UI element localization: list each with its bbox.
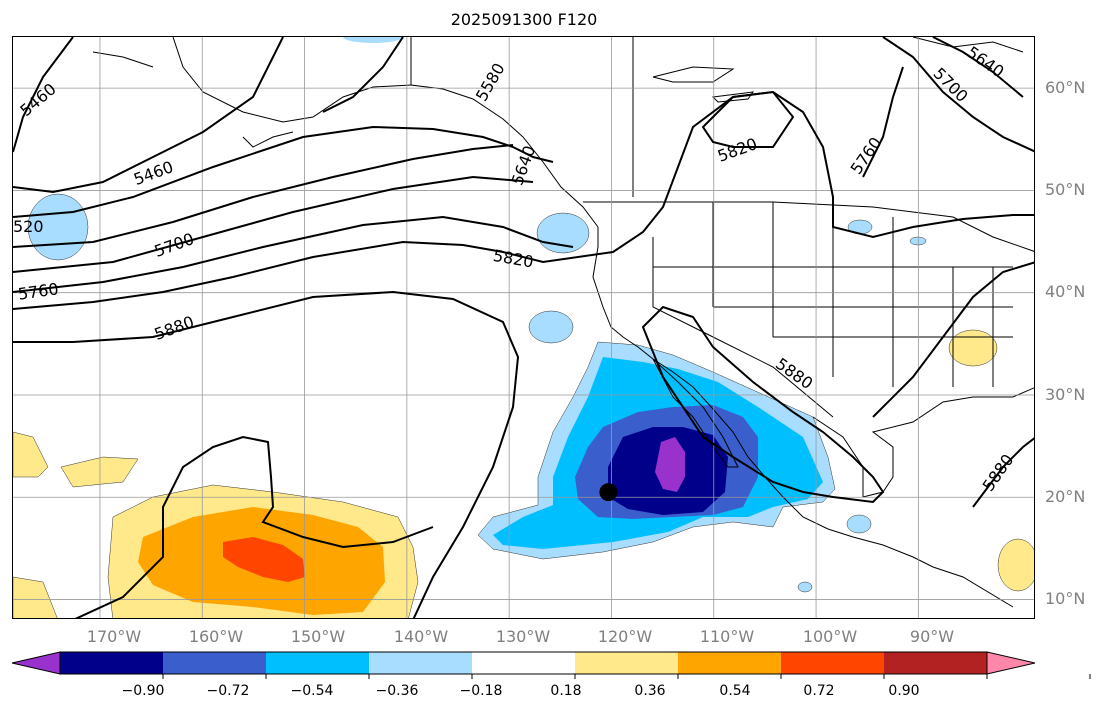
anomaly-neg-090 <box>655 437 685 492</box>
anomaly-blob <box>846 514 872 534</box>
contour-5880 <box>13 290 520 618</box>
contour-label: 5760 <box>847 134 886 178</box>
anomaly-blob <box>797 581 813 593</box>
colorbar-tick-label: −0.36 <box>375 683 419 699</box>
contour-5580 <box>13 125 554 218</box>
colorbar-tick-label: −0.18 <box>459 683 503 699</box>
contour-5760-east <box>862 66 904 178</box>
colorbar-extend-max <box>986 651 1036 675</box>
contour-label: 5880 <box>772 354 816 393</box>
canada-arctic <box>652 37 1024 103</box>
contour-5880-east <box>972 437 1034 508</box>
map-panel: 5460 5460 5580 5640 5640 5700 5700 5760 … <box>12 36 1035 619</box>
contour-label: 520 <box>13 217 44 236</box>
colorbar-cell <box>678 652 781 674</box>
colorbar-tick-label: 0.90 <box>888 683 920 699</box>
lat-label: 40°N <box>1045 282 1086 301</box>
anomaly-shading <box>13 37 1034 618</box>
contour-5640-east <box>932 37 1024 98</box>
anomaly-pos-018 <box>13 431 49 478</box>
colorbar-cell <box>369 652 472 674</box>
contour-5460 <box>13 37 284 194</box>
lon-label: 160°W <box>188 627 244 646</box>
contour-5640 <box>13 144 514 248</box>
lat-label: 20°N <box>1045 487 1086 506</box>
lon-label: 110°W <box>699 627 755 646</box>
contour-label: 5820 <box>715 134 760 166</box>
anomaly-pos-018 <box>13 576 58 618</box>
contour-5820 <box>13 90 1034 310</box>
contour-label: 5700 <box>152 229 197 261</box>
contour-5700 <box>13 175 534 273</box>
contour-label: 5640 <box>963 43 1007 82</box>
colorbar-cell <box>575 652 678 674</box>
anomaly-blob <box>997 538 1034 592</box>
lon-label: 150°W <box>290 627 346 646</box>
colorbar-extend-min <box>11 651 61 675</box>
lon-label: 120°W <box>597 627 653 646</box>
colorbar-tick-label: 0.72 <box>803 683 835 699</box>
colorbar-outline <box>59 651 988 675</box>
contour-5820-loop <box>701 90 795 148</box>
colorbar-tick-label: −0.72 <box>206 683 250 699</box>
anomaly-pos-018 <box>60 456 139 488</box>
map-canvas: 5460 5460 5580 5640 5640 5700 5700 5760 … <box>13 37 1034 618</box>
lon-label: 140°W <box>393 627 449 646</box>
lat-label: 10°N <box>1045 589 1086 608</box>
colorbar-cells <box>11 651 1036 675</box>
colorbar-cell <box>884 652 987 674</box>
contour-label: 5640 <box>507 143 539 188</box>
lat-label: 50°N <box>1045 180 1086 199</box>
contour-5760 <box>13 215 574 293</box>
contour-5460-north <box>13 37 74 153</box>
lon-label: 170°W <box>86 627 142 646</box>
contour-5700-east <box>882 37 1034 153</box>
colorbar-ticks <box>162 674 1091 679</box>
colorbar-tick-label: 0.36 <box>634 683 666 699</box>
contour-label: 5580 <box>472 60 509 105</box>
lat-label: 60°N <box>1045 78 1086 97</box>
anomaly-blob <box>536 212 590 254</box>
map-title: 2025091300 F120 <box>450 10 598 29</box>
lon-label: 130°W <box>495 627 551 646</box>
lon-label: 90°W <box>909 627 955 646</box>
storm-center-marker <box>599 483 618 502</box>
colorbar-cell <box>163 652 266 674</box>
colorbar-tick-label: 0.18 <box>550 683 582 699</box>
anomaly-blob <box>528 310 574 344</box>
colorbar-cell <box>781 652 884 674</box>
contour-5880-mexico <box>641 305 885 504</box>
height-contours <box>13 37 1034 618</box>
lon-label: 100°W <box>802 627 858 646</box>
colorbar-cell <box>266 652 369 674</box>
contour-label: 5760 <box>17 279 60 303</box>
lat-label: 30°N <box>1045 385 1086 404</box>
anomaly-blob <box>343 37 403 43</box>
colorbar-tick-label: −0.90 <box>121 683 165 699</box>
contour-label: 5880 <box>152 312 197 344</box>
contour-5820-east <box>872 261 1034 418</box>
colorbar-tick-label: 0.54 <box>719 683 751 699</box>
anomaly-pos-054 <box>223 537 305 582</box>
colorbar <box>11 651 1091 679</box>
contour-label-group: 5460 5460 5580 5640 5640 5700 5700 5760 … <box>13 43 1017 495</box>
contour-label: 5820 <box>492 246 535 272</box>
colorbar-cell <box>472 652 575 674</box>
contour-alaska <box>322 37 404 113</box>
contour-5880-west <box>74 435 434 618</box>
colorbar-tick-label: −0.54 <box>290 683 334 699</box>
alaska-coast <box>92 37 412 148</box>
anomaly-blob <box>948 329 998 367</box>
colorbar-cell <box>60 652 163 674</box>
